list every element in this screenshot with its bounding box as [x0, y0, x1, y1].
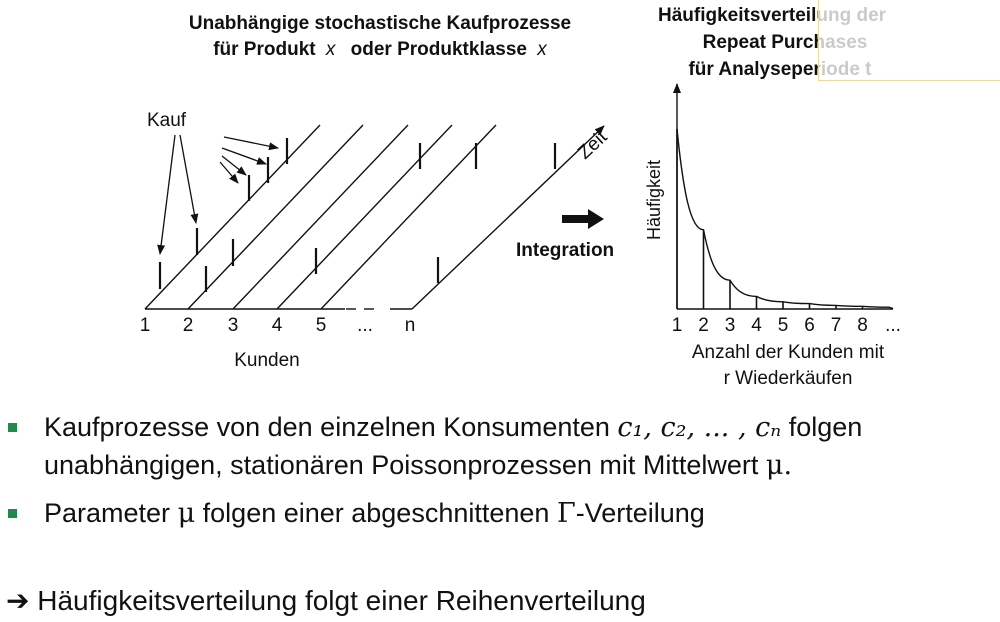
customer-label: 5 — [316, 315, 327, 336]
kauf-arrow — [219, 161, 239, 184]
timeline-5 — [320, 124, 497, 310]
bullet-1-text-b: folgen — [788, 412, 863, 442]
kauf-arrow — [157, 134, 176, 255]
x-tick-label: 4 — [751, 315, 762, 336]
x-tick-label: 3 — [725, 315, 736, 336]
integration-arrow-icon — [562, 209, 604, 229]
bullet-2-text-c: -Verteilung — [575, 498, 705, 528]
kauf-arrow — [221, 155, 247, 176]
x-tick-label: 8 — [857, 315, 868, 336]
purchase-ticks — [158, 138, 557, 292]
bullet-2-gamma: Γ — [556, 498, 576, 529]
timeline-4 — [276, 124, 453, 310]
x-axis-label-line1: Anzahl der Kunden mit — [692, 342, 885, 363]
bullet-2-text-b: folgen einer abgeschnittenen — [202, 498, 550, 528]
kauf-arrow — [179, 134, 199, 224]
bullet-square-icon — [8, 423, 17, 432]
integration-label: Integration — [516, 240, 614, 261]
right-chart-axes — [673, 83, 893, 310]
chart-bars — [676, 129, 864, 309]
timeline-group — [144, 124, 605, 310]
bullet-1-mu: μ. — [765, 450, 793, 481]
timeline-2 — [187, 124, 364, 310]
customer-label: ... — [357, 315, 373, 336]
bullet-1-text-a: Kaufprozesse von den einzelnen Konsument… — [44, 412, 610, 442]
left-title-line1: Unabhängige stochastische Kaufprozesse — [189, 13, 571, 34]
kunden-label: Kunden — [234, 350, 300, 371]
bullet-1-math: c₁, c₂, ... , cₙ — [617, 412, 782, 443]
kauf-arrow — [221, 147, 267, 165]
customer-labels: 1 2 3 4 5 ... n — [140, 315, 416, 336]
bullet-1-line1: Kaufprozesse von den einzelnen Konsument… — [44, 410, 862, 445]
conclusion-line: ➔ Häufigkeitsverteilung folgt einer Reih… — [6, 584, 646, 617]
bullet-1-line2-text: unabhängigen, stationären Poissonprozess… — [44, 450, 759, 480]
timeline-3 — [232, 124, 409, 310]
left-title-var1: x — [325, 39, 337, 60]
x-tick-label: ... — [885, 315, 901, 336]
x-tick-label: 2 — [698, 315, 709, 336]
overlay-panel — [818, 0, 1000, 81]
x-tick-label: 7 — [831, 315, 842, 336]
customer-label: 2 — [183, 315, 194, 336]
conclusion-arrow-icon: ➔ — [6, 585, 30, 616]
kauf-arrows — [157, 134, 279, 255]
zeit-label: Zeit — [574, 126, 612, 163]
bullet-2-text-a: Parameter — [44, 498, 171, 528]
customer-label: n — [405, 315, 416, 336]
bullet-2-line: Parameter μ folgen einer abgeschnittenen… — [44, 496, 705, 531]
x-tick-label: 5 — [778, 315, 789, 336]
kauf-arrow — [223, 136, 279, 151]
x-tick-label: 6 — [804, 315, 815, 336]
bullet-1-line2: unabhängigen, stationären Poissonprozess… — [44, 448, 792, 483]
conclusion-text: Häufigkeitsverteilung folgt einer Reihen… — [37, 585, 646, 616]
kauf-label: Kauf — [147, 110, 187, 131]
x-tick-label: 1 — [672, 315, 683, 336]
customer-label: 3 — [228, 315, 239, 336]
distribution-curve — [676, 128, 894, 310]
customer-label: 4 — [272, 315, 283, 336]
x-axis-label-line2: r Wiederkäufen — [724, 368, 853, 389]
bullet-square-icon — [8, 509, 17, 518]
bullet-2-mu: μ — [177, 498, 196, 529]
left-title-part-b: oder Produktklasse — [351, 39, 527, 60]
y-axis-label: Häufigkeit — [644, 160, 664, 240]
timeline-n — [411, 125, 605, 310]
left-title-var2: x — [536, 39, 548, 60]
timeline-1 — [144, 124, 321, 310]
chart-tick-labels: 1 2 3 4 5 6 7 8... — [672, 315, 901, 336]
customer-label: 1 — [140, 315, 151, 336]
left-title-line2: für Produkt x oder Produktklasse x — [213, 39, 548, 60]
left-title-part-a: für Produkt — [213, 39, 316, 60]
